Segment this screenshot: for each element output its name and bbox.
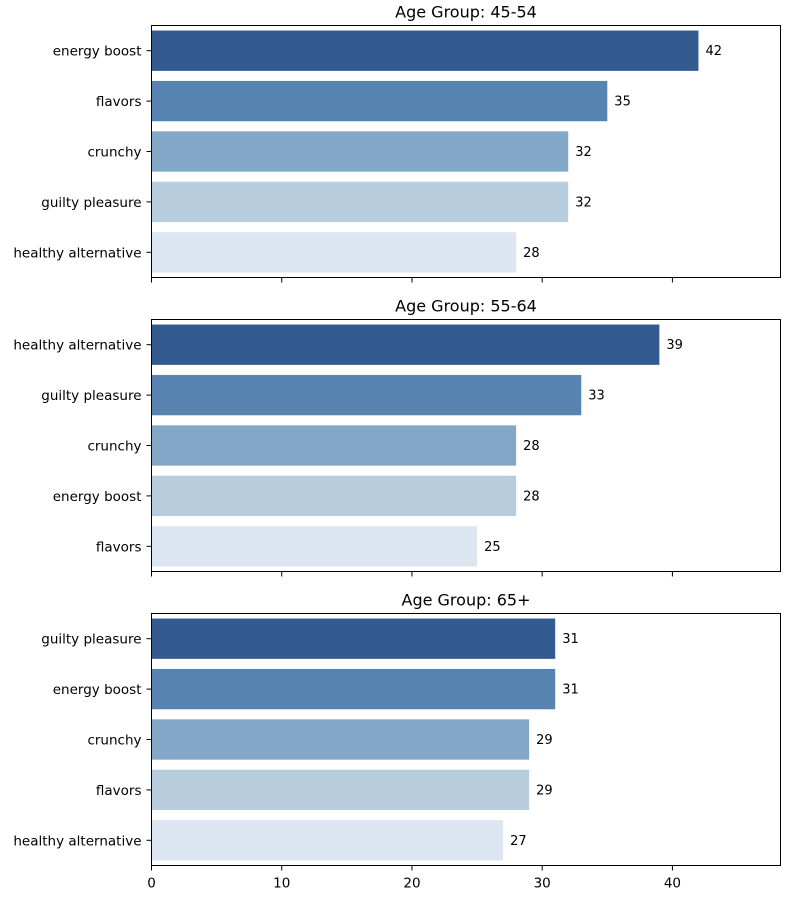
value-label: 31 <box>562 632 579 647</box>
bar-guilty-pleasure <box>151 181 569 223</box>
bar-healthy-alternative <box>151 232 517 273</box>
bar-healthy-alternative <box>151 324 660 365</box>
subplot-title: Age Group: 55-64 <box>395 297 537 316</box>
value-label: 25 <box>484 540 501 555</box>
category-label: guilty pleasure <box>41 388 141 404</box>
value-label: 39 <box>666 338 683 353</box>
value-label: 32 <box>575 145 592 160</box>
category-label: crunchy <box>87 145 141 161</box>
value-label: 32 <box>575 195 592 210</box>
category-label: guilty pleasure <box>41 195 141 211</box>
category-label: energy boost <box>53 682 142 698</box>
value-label: 42 <box>705 44 722 59</box>
bar-flavors <box>151 769 530 811</box>
bar-crunchy <box>151 719 530 760</box>
category-label: crunchy <box>87 439 141 455</box>
category-label: energy boost <box>53 44 142 60</box>
subplot-1: Age Group: 45-54 energy boost 42 flavors 35 c… <box>13 3 781 283</box>
category-label: healthy alternative <box>13 338 141 354</box>
bar-energy-boost <box>151 475 517 517</box>
value-label: 28 <box>523 439 540 454</box>
value-label: 28 <box>523 246 540 261</box>
value-label: 27 <box>510 834 527 849</box>
bar-energy-boost <box>151 30 699 71</box>
x-tick-label: 20 <box>403 876 420 892</box>
x-tick-label: 10 <box>273 876 290 892</box>
x-tick-label: 40 <box>664 876 681 892</box>
subplot-title: Age Group: 65+ <box>402 591 531 610</box>
axes-frame <box>151 25 781 278</box>
axes-frame <box>151 613 781 866</box>
axes-frame <box>151 319 781 572</box>
bar-crunchy <box>151 131 569 172</box>
category-label: flavors <box>96 539 142 555</box>
value-label: 28 <box>523 489 540 504</box>
subplot-2: Age Group: 55-64 healthy alternative 39 gui… <box>13 297 781 577</box>
subplot-3: Age Group: 65+ guilty pleasure 31 energy bo… <box>13 591 781 892</box>
bar-guilty-pleasure <box>151 618 556 659</box>
value-label: 29 <box>536 733 553 748</box>
value-label: 35 <box>614 95 631 110</box>
bar-flavors <box>151 526 478 567</box>
subplot-title: Age Group: 45-54 <box>395 3 537 22</box>
x-tick-label: 30 <box>534 876 551 892</box>
bar-healthy-alternative <box>151 820 504 861</box>
category-label: healthy alternative <box>13 245 141 261</box>
category-label: crunchy <box>87 733 141 749</box>
bar-guilty-pleasure <box>151 374 582 416</box>
bar-flavors <box>151 80 608 122</box>
value-label: 31 <box>562 683 579 698</box>
category-label: flavors <box>96 783 142 799</box>
value-label: 33 <box>588 389 605 404</box>
category-label: guilty pleasure <box>41 632 141 648</box>
category-label: healthy alternative <box>13 833 141 849</box>
x-tick-label: 0 <box>147 876 156 892</box>
bar-crunchy <box>151 425 517 466</box>
category-label: flavors <box>96 94 142 110</box>
bar-energy-boost <box>151 668 556 710</box>
category-label: energy boost <box>53 489 142 505</box>
value-label: 29 <box>536 783 553 798</box>
